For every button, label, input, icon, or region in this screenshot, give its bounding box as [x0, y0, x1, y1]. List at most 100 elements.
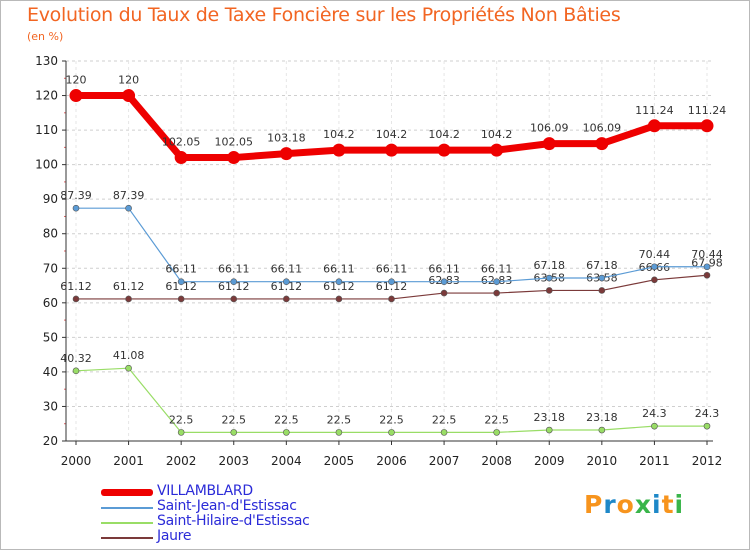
legend: VILLAMBLARD Saint-Jean-d'Estissac Saint-… [101, 483, 361, 545]
data-point [651, 263, 658, 271]
y-tick-label: 130 [35, 54, 58, 68]
data-label: 67.98 [691, 256, 723, 269]
data-point [283, 278, 290, 286]
data-point [174, 151, 188, 165]
y-tick-label: 110 [35, 123, 58, 137]
data-point [125, 204, 132, 212]
chart-title: Evolution du Taux de Taxe Foncière sur l… [27, 4, 621, 26]
data-label: 66.11 [481, 263, 513, 276]
series-saint-jean-d-estissac: 87.39 87.39 66.11 66.11 66.11 66.11 66.11 66.11… [60, 189, 723, 286]
data-label: 23.18 [534, 411, 566, 424]
data-point [598, 426, 606, 434]
legend-swatch [101, 489, 153, 496]
data-point [177, 278, 185, 286]
data-label: 66.11 [218, 263, 250, 276]
x-tick-label: 2005 [324, 454, 355, 468]
data-label: 87.39 [113, 189, 145, 202]
data-point [72, 295, 80, 303]
data-label: 22.5 [327, 413, 352, 426]
legend-label: Saint-Hilaire-d'Estissac [157, 513, 310, 529]
y-tick-label: 50 [43, 330, 58, 344]
legend-label: Saint-Jean-d'Estissac [157, 498, 297, 514]
y-tick-label: 40 [43, 365, 58, 379]
data-label: 102.05 [215, 136, 254, 149]
data-label: 106.09 [530, 122, 569, 135]
logo-letter: i [652, 490, 662, 519]
data-label: 104.2 [481, 128, 513, 141]
data-label: 104.2 [323, 128, 355, 141]
data-point [703, 263, 711, 271]
data-label: 23.18 [586, 411, 618, 424]
data-label: 104.2 [376, 128, 408, 141]
data-label: 70.44 [691, 248, 723, 261]
data-label: 22.5 [274, 413, 299, 426]
data-label: 61.12 [218, 280, 250, 293]
data-point [283, 295, 290, 303]
x-tick-label: 2011 [639, 454, 670, 468]
x-tick-label: 2004 [271, 454, 302, 468]
x-tick-label: 2002 [166, 454, 197, 468]
data-point [72, 204, 80, 212]
data-label: 61.12 [323, 280, 355, 293]
legend-label: Jaure [157, 528, 192, 544]
data-point [437, 143, 451, 157]
logo-letter: x [634, 490, 652, 519]
data-label: 66.11 [428, 263, 460, 276]
data-point [440, 289, 448, 297]
data-point [545, 426, 553, 434]
data-point [545, 274, 553, 282]
logo-letter: r [603, 490, 617, 519]
data-label: 41.08 [113, 349, 145, 362]
data-point [388, 295, 395, 303]
data-label: 120 [118, 74, 139, 87]
legend-item-saint-jean[interactable]: Saint-Jean-d'Estissac [101, 498, 361, 515]
y-tick-label: 100 [35, 158, 58, 172]
legend-item-villamblard[interactable]: VILLAMBLARD [101, 483, 361, 500]
data-point [703, 422, 711, 430]
data-point [493, 429, 500, 436]
data-label: 67.18 [534, 259, 566, 272]
y-tick-label: 70 [43, 261, 58, 275]
logo-letter: i [674, 490, 685, 519]
data-point [125, 295, 132, 303]
data-point [283, 429, 290, 436]
data-point [493, 278, 500, 286]
legend-item-saint-hilaire[interactable]: Saint-Hilaire-d'Estissac [101, 513, 361, 530]
data-point [440, 429, 448, 436]
data-label: 66.11 [165, 263, 197, 276]
data-label: 66.11 [323, 263, 355, 276]
data-point [598, 274, 606, 282]
data-point [490, 143, 504, 157]
data-point [651, 422, 658, 430]
data-label: 102.05 [162, 136, 201, 149]
data-label: 61.12 [271, 280, 303, 293]
x-tick-label: 2006 [376, 454, 407, 468]
x-tick-label: 2007 [429, 454, 460, 468]
data-label: 87.39 [60, 189, 92, 202]
data-label: 111.24 [635, 104, 674, 117]
data-label: 120 [66, 74, 87, 87]
legend-item-jaure[interactable]: Jaure [101, 528, 361, 545]
data-point [122, 89, 136, 103]
y-tick-label: 20 [43, 434, 58, 448]
data-point [595, 137, 609, 151]
series-saint-hilaire-d-estissac: 40.32 41.08 22.5 22.5 22.5 22.5 22.5 22.5 22.5 23… [60, 349, 719, 436]
legend-label: VILLAMBLARD [157, 483, 253, 499]
logo-letter: P [584, 490, 604, 519]
data-point [335, 429, 343, 436]
data-label: 103.18 [267, 132, 306, 145]
data-label: 22.5 [379, 413, 404, 426]
data-label: 61.12 [60, 280, 92, 293]
data-label: 106.09 [583, 122, 622, 135]
data-point [177, 429, 185, 436]
y-tick-label: 80 [43, 227, 58, 241]
data-label: 66.11 [271, 263, 303, 276]
unit-label: (en %) [27, 30, 64, 43]
legend-swatch [101, 507, 153, 509]
data-label: 104.2 [428, 128, 460, 141]
data-point [647, 119, 661, 133]
data-label: 70.44 [639, 248, 671, 261]
data-point [598, 287, 606, 294]
